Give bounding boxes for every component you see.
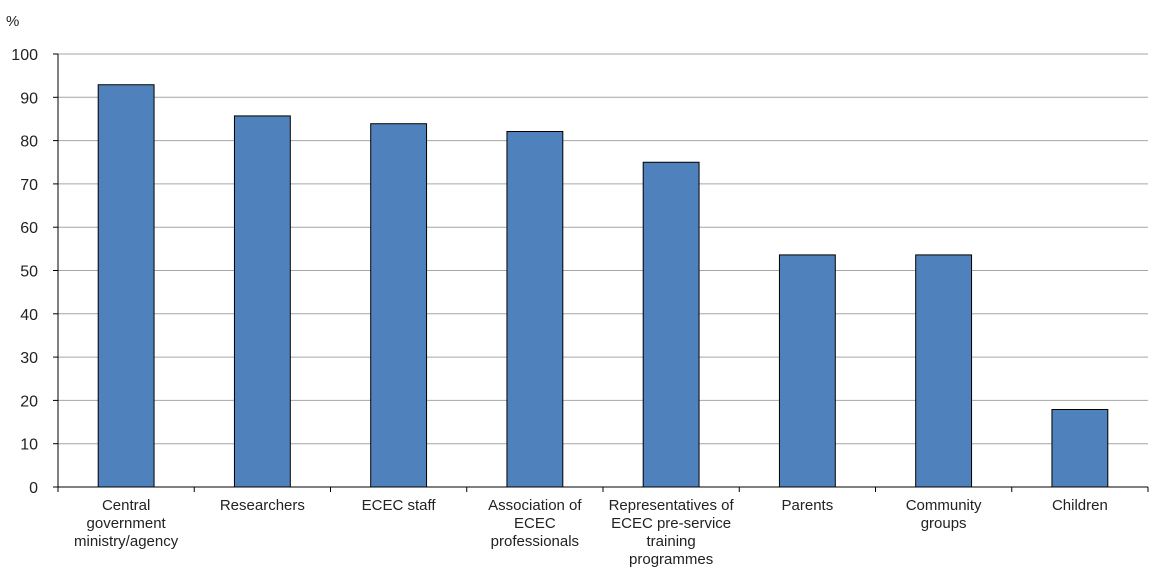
y-tick-label: 20 (20, 393, 38, 410)
y-tick-label: 60 (20, 220, 38, 237)
y-tick-label: 10 (20, 437, 38, 454)
y-tick-label: 70 (20, 177, 38, 194)
y-tick-label: 0 (29, 480, 38, 497)
bar (506, 131, 564, 488)
bar (233, 115, 291, 488)
x-category-label: ECEC staff (362, 497, 437, 514)
bar (370, 123, 428, 488)
x-category-label: Parents (782, 497, 834, 514)
y-tick-label: 80 (20, 134, 38, 151)
x-axis (57, 54, 1149, 492)
x-category-label: Representatives of ECEC pre-service traini… (609, 497, 735, 568)
x-category-label: Central government ministry/agency (74, 497, 179, 550)
y-tick-label: 90 (20, 90, 38, 107)
bar (642, 161, 700, 488)
x-category-label: Community groups (906, 497, 982, 532)
y-tick-label: 30 (20, 350, 38, 367)
x-category-label: Children (1052, 497, 1108, 514)
y-tick-label: 40 (20, 307, 38, 324)
bar (1051, 408, 1109, 488)
x-axis-category-labels: Central government ministry/agency Research… (74, 497, 1108, 568)
bar (915, 254, 973, 488)
y-axis-ticks: 0 10 20 30 40 50 60 70 80 90 100 (11, 47, 58, 497)
y-tick-label: 100 (11, 47, 38, 64)
gridlines (58, 53, 1148, 445)
x-category-label: Association of ECEC professionals (488, 497, 582, 550)
y-tick-label: 50 (20, 264, 38, 281)
bar (778, 254, 836, 488)
x-category-label: Researchers (220, 497, 305, 514)
y-axis-unit-label: % (6, 13, 19, 30)
bars (97, 84, 1109, 488)
bar (97, 84, 155, 488)
